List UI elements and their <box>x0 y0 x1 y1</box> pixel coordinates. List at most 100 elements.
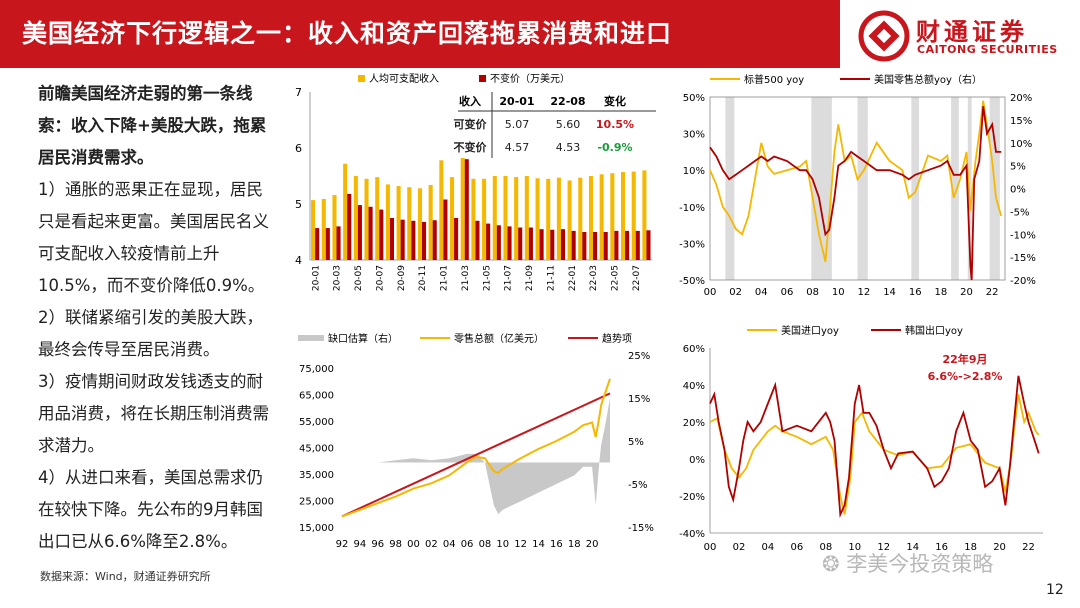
table-cell: -0.9% <box>597 141 632 154</box>
x-tick-label: 22-07 <box>632 265 642 291</box>
table-cell: 5.07 <box>505 118 530 131</box>
x-tick-label: 06 <box>461 539 474 550</box>
bar-income <box>439 160 444 260</box>
bar-income <box>524 176 529 260</box>
bar-real-income <box>560 229 566 260</box>
page-number: 12 <box>1046 582 1064 598</box>
table-header: 变化 <box>604 94 626 108</box>
bar-real-income <box>625 230 630 260</box>
x-tick-label: 92 <box>336 539 349 550</box>
bar-income <box>556 177 561 260</box>
plot-frame <box>709 96 1006 281</box>
bar-real-income <box>315 228 320 260</box>
y-left-tick-label: 25,000 <box>299 497 334 508</box>
bar-real-income <box>496 225 501 260</box>
x-tick-label: 20 <box>993 542 1006 553</box>
table-cell: 5.60 <box>556 118 581 131</box>
y-right-tick-label: 10% <box>1010 139 1032 150</box>
recession-band <box>725 97 735 280</box>
logo-name-cn: 财通证券 <box>916 18 1028 46</box>
bar-income <box>471 178 476 260</box>
x-tick-label: 14 <box>906 542 919 553</box>
x-tick-label: 21-03 <box>461 265 471 291</box>
bar-income <box>631 171 636 260</box>
bar-real-income <box>539 229 544 260</box>
table-cell: 4.53 <box>556 141 581 154</box>
x-tick-label: 20-11 <box>418 265 428 291</box>
bar-income <box>460 114 465 261</box>
bar-real-income <box>614 230 619 260</box>
x-tick-label: 94 <box>353 539 366 550</box>
y-left-tick-label: -10% <box>679 203 705 214</box>
bar-real-income <box>603 232 608 260</box>
bar-income <box>599 174 604 260</box>
x-tick-label: 10 <box>496 539 509 550</box>
y-tick-label: 6 <box>295 142 302 155</box>
x-tick-label: 20 <box>960 287 973 298</box>
x-tick-label: 20 <box>586 539 599 550</box>
y-tick-label: 5 <box>295 198 302 211</box>
bar-income <box>482 178 487 260</box>
bar-income <box>610 173 615 260</box>
x-tick-label: 02 <box>425 539 438 550</box>
x-tick-label: 22 <box>1022 542 1035 553</box>
legend-label-sp500: 标普500 yoy <box>744 73 804 86</box>
y-tick-label: 20% <box>683 418 705 429</box>
bar-real-income <box>582 232 587 260</box>
x-tick-label: 22-05 <box>611 265 621 291</box>
income-bar-chart: 人均可支配收入 不变价（万美元） 4 5 6 7 20-01 20-03 20-05 20-07… <box>295 72 656 291</box>
bar-real-income <box>389 218 395 260</box>
x-tick-label: 98 <box>389 539 402 550</box>
bar-real-income <box>507 226 512 260</box>
imports-exports-line-chart: 美国进口yoy 韩国出口yoy 60% 40% 20% 0% -20% -40% 00 02 04… <box>679 324 1043 553</box>
company-logo: 财通证券 CAITONG SECURITIES <box>856 8 1076 64</box>
bar-income <box>343 163 348 260</box>
bar-income <box>396 186 401 260</box>
annotation-month: 22年9月 <box>943 352 988 366</box>
x-tick-label: 22-03 <box>589 265 599 291</box>
y-right-tick-label: 5% <box>628 437 644 448</box>
bar-real-income <box>464 159 469 260</box>
y-tick-label: 60% <box>683 344 705 355</box>
page-title: 美国经济下行逻辑之一：收入和资产回落拖累消费和进口 <box>22 19 673 48</box>
y-tick-label: -40% <box>679 529 705 540</box>
sp500-retail-line-chart: 标普500 yoy 美国零售总额yoy（右） 50% 30% 10% -10% -30% -… <box>679 73 1036 298</box>
bar-real-income <box>336 226 341 260</box>
bar-real-income <box>550 229 555 260</box>
y-left-tick-label: 10% <box>683 166 705 177</box>
y-left-tick-label: 35,000 <box>299 470 334 481</box>
x-tick-label: 00 <box>704 542 717 553</box>
x-tick-label: 06 <box>781 287 794 298</box>
x-tick-label: 20-01 <box>311 265 321 291</box>
bar-income <box>514 177 519 260</box>
bar-income <box>385 184 390 260</box>
y-left-tick-label: 30% <box>683 130 705 141</box>
table-cell: 不变价 <box>454 140 488 154</box>
y-left-tick-label: 55,000 <box>299 417 334 428</box>
x-tick-label: 18 <box>568 539 581 550</box>
bar-real-income <box>325 228 330 260</box>
bar-real-income <box>528 227 533 260</box>
bar-real-income <box>518 227 523 260</box>
logo-name-en: CAITONG SECURITIES <box>917 43 1058 56</box>
bar-income <box>407 187 412 260</box>
y-tick-label: -20% <box>679 492 705 503</box>
x-tick-label: 08 <box>819 542 832 553</box>
bar-real-income <box>400 219 405 260</box>
x-tick-label: 96 <box>371 539 384 550</box>
y-right-tick-label: -5% <box>628 480 647 491</box>
table-background <box>458 90 656 158</box>
bar-income <box>428 184 433 260</box>
commentary-point-2: 2）联储紧缩引发的美股大跌，最终会传导至居民消费。 <box>38 308 263 359</box>
bar-income <box>503 176 508 260</box>
y-left-tick-label: 15,000 <box>299 523 334 534</box>
x-tick-label: 02 <box>733 542 746 553</box>
x-tick-label: 21-05 <box>482 265 492 291</box>
bar-income <box>578 177 583 260</box>
legend-label-real: 不变价（万美元） <box>490 72 570 85</box>
shaded-band <box>911 97 920 280</box>
y-right-tick-label: -10% <box>1010 230 1036 241</box>
bar-income <box>364 178 369 260</box>
bar-real-income <box>646 230 651 260</box>
bar-real-income <box>635 230 640 260</box>
